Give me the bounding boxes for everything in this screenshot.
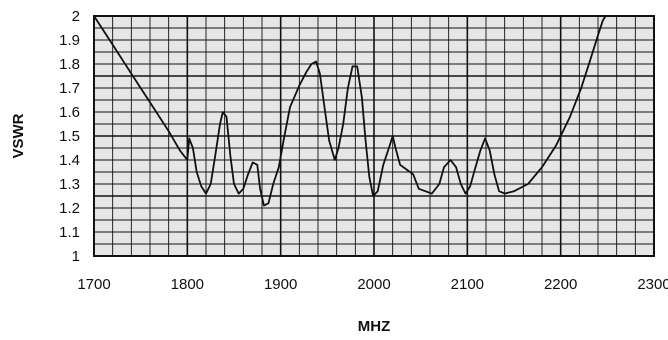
- y-tick-label: 1: [72, 248, 80, 265]
- y-tick-label: 2: [72, 8, 80, 25]
- y-tick-label: 1.6: [59, 104, 80, 121]
- x-tick-label: 2200: [544, 276, 577, 293]
- y-tick-label: 1.7: [59, 80, 80, 97]
- x-axis-tick-labels: 1700 1800 1900 2000 2100 2200 2300: [77, 276, 668, 293]
- x-tick-label: 2300: [637, 276, 668, 293]
- y-tick-label: 1.8: [59, 56, 80, 73]
- y-tick-label: 1.1: [59, 224, 80, 241]
- y-axis-title: VSWR: [10, 113, 27, 158]
- y-tick-label: 1.4: [59, 152, 80, 169]
- x-tick-label: 1800: [171, 276, 204, 293]
- x-tick-label: 1700: [77, 276, 110, 293]
- x-tick-label: 1900: [264, 276, 297, 293]
- plot-frame: [93, 15, 655, 257]
- y-tick-label: 1.9: [59, 32, 80, 49]
- x-tick-label: 2100: [451, 276, 484, 293]
- vswr-line: [93, 15, 607, 207]
- y-tick-label: 1.5: [59, 128, 80, 145]
- x-axis-title: MHZ: [358, 318, 391, 335]
- x-tick-label: 2000: [357, 276, 390, 293]
- y-tick-label: 1.3: [59, 176, 80, 193]
- y-axis-tick-labels: 1 1.1 1.2 1.3 1.4 1.5 1.6 1.7 1.8 1.9 2: [59, 8, 80, 265]
- y-tick-label: 1.2: [59, 200, 80, 217]
